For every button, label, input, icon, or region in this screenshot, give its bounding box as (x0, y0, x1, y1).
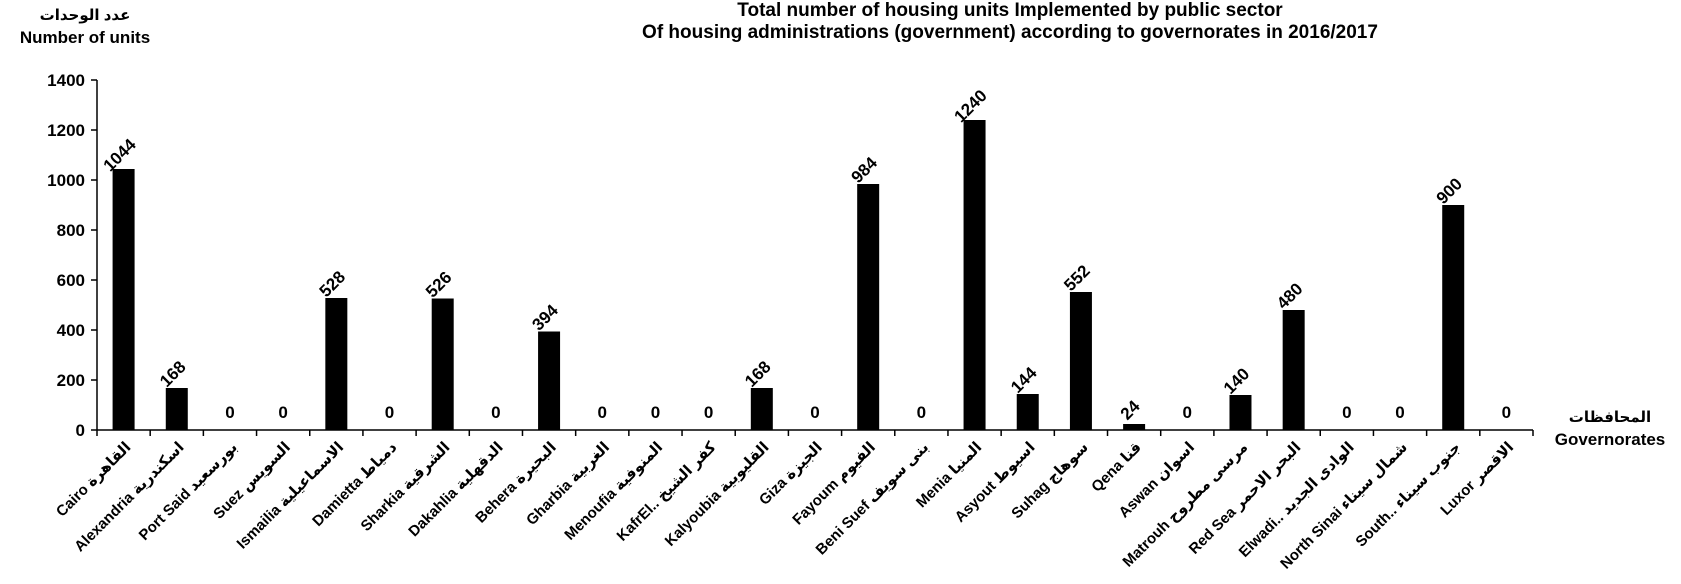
bar (1282, 310, 1305, 430)
x-tick-label: KafrEl.. كفر الشيخ (614, 439, 720, 545)
data-label: 900 (1433, 174, 1466, 207)
y-axis-label: Number of units (19, 28, 151, 47)
x-tick-label: Port Said بورسعيد (136, 439, 241, 544)
y-axis-label-arabic: عدد الوحدات (39, 7, 131, 24)
bar (857, 184, 880, 430)
x-tick-label: Sharkia الشرقية (358, 439, 454, 535)
bar (1442, 205, 1465, 430)
bar (1123, 424, 1146, 430)
data-label: 0 (491, 403, 500, 422)
x-tick-label: Qena قنا (1088, 439, 1145, 496)
y-tick-label: 800 (57, 221, 85, 240)
y-tick-label: 1400 (47, 71, 85, 90)
y-tick-label: 1000 (47, 171, 85, 190)
bar (165, 388, 188, 430)
chart-subtitle: Of housing administrations (government) … (642, 22, 1378, 43)
data-label: 140 (1220, 364, 1253, 397)
data-label: 526 (422, 268, 455, 301)
data-label: 0 (385, 403, 394, 422)
bar (1016, 394, 1039, 430)
data-label: 0 (278, 403, 287, 422)
bar (325, 298, 348, 430)
x-tick-label: South.. جنوب سيناء (1352, 439, 1464, 551)
data-label: 394 (528, 300, 562, 334)
data-label: 0 (225, 403, 234, 422)
data-label: 0 (1395, 403, 1404, 422)
y-tick-label: 600 (57, 271, 85, 290)
bar (538, 331, 561, 430)
data-label: 0 (1183, 403, 1192, 422)
data-label: 0 (917, 403, 926, 422)
data-label: 0 (810, 403, 819, 422)
data-label: 144 (1007, 363, 1041, 397)
bar (112, 169, 135, 430)
data-label: 0 (598, 403, 607, 422)
data-label: 24 (1117, 396, 1144, 423)
x-axis-label-arabic: المحافظات (1568, 409, 1652, 426)
data-label: 0 (704, 403, 713, 422)
bar (1229, 395, 1252, 430)
y-tick-label: 200 (57, 371, 85, 390)
data-label: 984 (848, 153, 882, 187)
data-label: 168 (156, 357, 189, 390)
y-tick-label: 400 (57, 321, 85, 340)
data-label: 0 (1342, 403, 1351, 422)
chart-title: Total number of housing units Implemente… (737, 0, 1283, 21)
bar (431, 298, 454, 430)
data-label: 168 (741, 357, 774, 390)
data-label: 0 (1502, 403, 1511, 422)
data-label: 0 (651, 403, 660, 422)
y-tick-label: 0 (76, 421, 85, 440)
bar (750, 388, 773, 430)
x-tick-label: Ismailia الاسماعيلية (234, 439, 348, 553)
bar (963, 120, 986, 430)
x-tick-label: Kalyoubia القليوبية (662, 439, 773, 550)
x-tick-label: Dakahlia الدقهلية (405, 439, 506, 540)
x-tick-label: Menoufia المنوفية (561, 439, 666, 544)
data-label: 528 (316, 267, 349, 300)
data-label: 552 (1060, 261, 1093, 294)
x-axis-label: Governorates (1554, 430, 1666, 449)
data-label: 480 (1273, 279, 1306, 312)
bar (1069, 292, 1092, 430)
y-tick-label: 1200 (47, 121, 85, 140)
